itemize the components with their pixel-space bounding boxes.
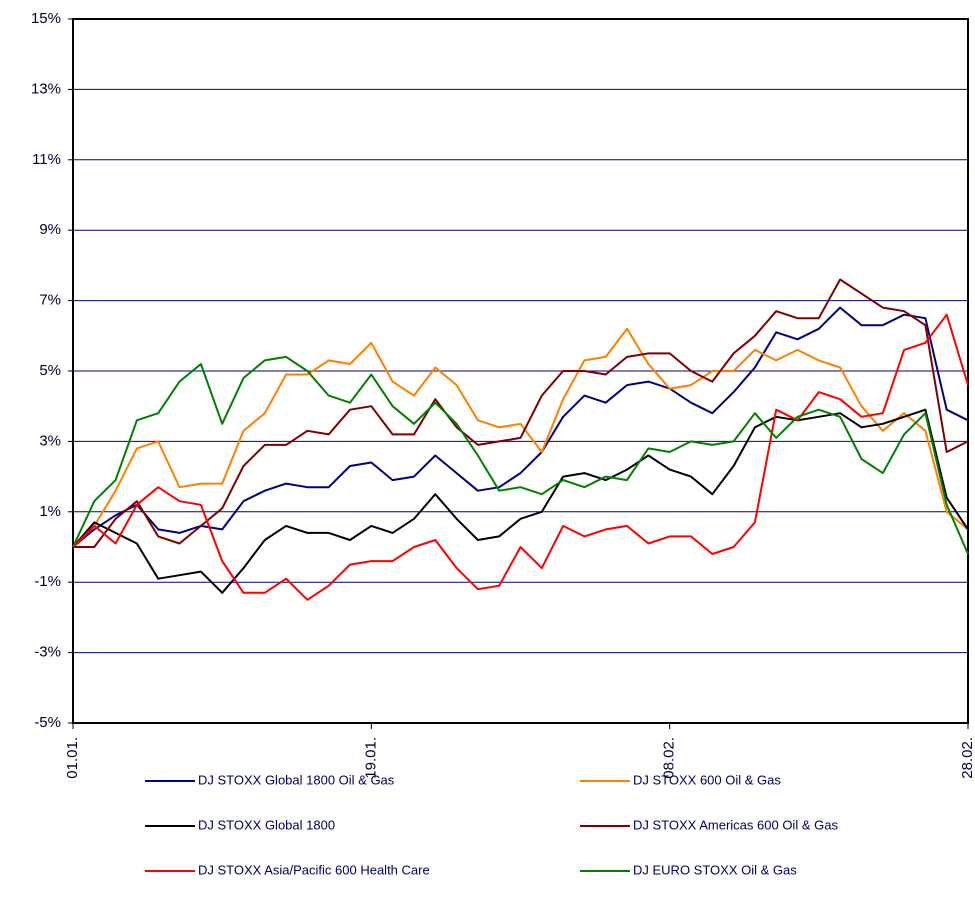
y-tick-label: 1%	[39, 503, 61, 520]
series-line	[72, 408, 969, 594]
series-line	[72, 313, 969, 601]
y-tick-label: 13%	[31, 80, 61, 97]
x-tick-label: 28.02.	[959, 737, 975, 779]
plot-border	[72, 18, 969, 724]
series-line	[72, 327, 969, 548]
y-tick-label: 5%	[39, 362, 61, 379]
legend-label: DJ STOXX Global 1800	[198, 817, 335, 832]
y-tick-label: 9%	[39, 221, 61, 238]
y-tick-label: 11%	[32, 151, 61, 168]
y-tick-label: -5%	[34, 714, 61, 731]
y-tick-label: -1%	[34, 573, 61, 590]
legend-label: DJ STOXX 600 Oil & Gas	[633, 772, 781, 787]
legend-label: DJ STOXX Asia/Pacific 600 Health Care	[198, 862, 430, 877]
legend-label: DJ EURO STOXX Oil & Gas	[633, 862, 797, 877]
legend-label: DJ STOXX Global 1800 Oil & Gas	[198, 772, 395, 787]
y-tick-label: 15%	[31, 10, 61, 27]
series-line	[72, 306, 969, 548]
series-line	[72, 355, 969, 555]
x-tick-label: 08.02.	[661, 737, 678, 779]
series-line	[73, 278, 969, 548]
y-tick-label: -3%	[34, 644, 61, 661]
legend-label: DJ STOXX Americas 600 Oil & Gas	[633, 817, 838, 832]
y-tick-label: 3%	[39, 432, 61, 449]
y-tick-label: 7%	[39, 292, 61, 309]
x-tick-label: 01.01.	[64, 737, 81, 779]
x-tick-label: 19.01.	[362, 737, 379, 779]
